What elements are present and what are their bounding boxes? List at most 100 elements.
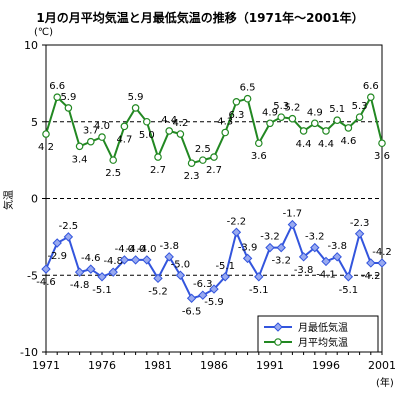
data-point	[265, 242, 275, 253]
data-point	[198, 290, 208, 300]
data-label: -4.1	[316, 269, 336, 280]
data-point	[142, 255, 152, 265]
data-point	[366, 93, 375, 101]
data-label: -5.9	[204, 297, 224, 308]
data-point	[377, 258, 387, 268]
data-label: -4.6	[36, 277, 56, 288]
data-point	[299, 127, 308, 135]
data-label: -5.0	[171, 259, 191, 270]
y-unit-label: (℃)	[34, 27, 53, 38]
data-point	[254, 272, 264, 282]
data-point	[242, 253, 253, 264]
data-point	[109, 156, 118, 164]
data-label: 4.9	[307, 107, 323, 118]
data-point	[74, 267, 85, 277]
data-point	[287, 219, 298, 230]
data-label: 4.4	[161, 115, 177, 126]
data-label: 3.7	[83, 126, 99, 137]
data-label: 4.7	[116, 134, 132, 145]
legend-box	[257, 315, 379, 353]
data-label: -5.1	[92, 285, 112, 296]
data-point	[254, 139, 263, 148]
data-label: 6.6	[49, 81, 65, 92]
data-point	[120, 122, 129, 131]
data-point	[276, 242, 286, 253]
y-tick-label: 10	[24, 39, 38, 52]
data-label: 6.5	[240, 83, 256, 94]
x-unit-label: (年)	[376, 376, 394, 389]
data-label: -4.2	[361, 271, 381, 282]
data-point	[86, 264, 96, 274]
y-tick-label: 5	[31, 116, 38, 129]
legend-label: 月最低気温	[298, 321, 348, 334]
data-label: 3.6	[374, 151, 390, 162]
data-label: 2.3	[184, 171, 200, 182]
y-tick-label: -5	[27, 269, 38, 282]
data-point	[199, 156, 207, 164]
data-label: -3.2	[271, 256, 291, 267]
data-point	[266, 119, 274, 128]
data-label: 3.4	[72, 154, 88, 165]
y-tick-label: 0	[31, 193, 38, 206]
data-point	[75, 142, 84, 151]
data-point	[98, 133, 106, 141]
x-tick-label: 1981	[144, 359, 172, 372]
data-label: -3.2	[305, 232, 325, 243]
data-label: 3.6	[251, 151, 267, 162]
data-label: -4.0	[126, 244, 146, 255]
data-point	[87, 137, 95, 146]
data-label: -2.3	[350, 218, 370, 229]
data-label: -4.8	[103, 256, 123, 267]
data-point	[322, 127, 330, 135]
data-label: 5.3	[273, 101, 289, 112]
data-point	[378, 139, 386, 148]
data-point	[221, 128, 230, 137]
data-point	[321, 256, 331, 267]
data-label: -4.8	[70, 280, 90, 291]
legend-marker	[274, 338, 282, 346]
data-point	[143, 117, 151, 126]
data-point	[108, 267, 118, 277]
data-label: 2.5	[195, 144, 211, 155]
data-label: 5.9	[60, 92, 76, 103]
x-tick-label: 2001	[368, 359, 396, 372]
data-point	[355, 113, 364, 121]
data-label: -5.2	[148, 286, 168, 297]
y-tick-label: -10	[20, 346, 38, 359]
data-label: 4.4	[318, 139, 334, 150]
data-point	[344, 124, 353, 132]
data-point	[243, 94, 252, 103]
data-label: 6.6	[363, 81, 379, 92]
data-point	[42, 130, 50, 138]
data-label: 4.6	[340, 136, 356, 147]
data-point	[154, 153, 162, 161]
data-point	[53, 93, 62, 101]
data-point	[131, 104, 140, 112]
data-point	[63, 232, 74, 242]
data-point	[165, 127, 174, 135]
data-label: 5.2	[284, 103, 300, 114]
data-label: 2.7	[150, 165, 166, 176]
data-label: -2.2	[227, 216, 247, 227]
data-point	[64, 104, 73, 112]
data-point	[209, 284, 219, 294]
data-label: 4.0	[94, 121, 110, 132]
data-label: -4.0	[115, 244, 135, 255]
data-point	[366, 258, 376, 268]
data-label: -5.1	[339, 285, 359, 296]
data-label: 4.9	[262, 107, 278, 118]
data-label: 4.2	[172, 118, 188, 129]
y-axis-title: 気温	[2, 190, 15, 210]
x-tick-label: 1986	[200, 359, 228, 372]
data-point	[210, 153, 218, 161]
data-label: -2.5	[59, 221, 79, 232]
data-label: -5.1	[249, 285, 269, 296]
data-label: -3.9	[238, 242, 258, 253]
data-point	[231, 227, 242, 237]
data-label: 4.3	[217, 116, 233, 127]
x-tick-label: 1991	[256, 359, 284, 372]
data-label: -4.6	[81, 253, 101, 264]
